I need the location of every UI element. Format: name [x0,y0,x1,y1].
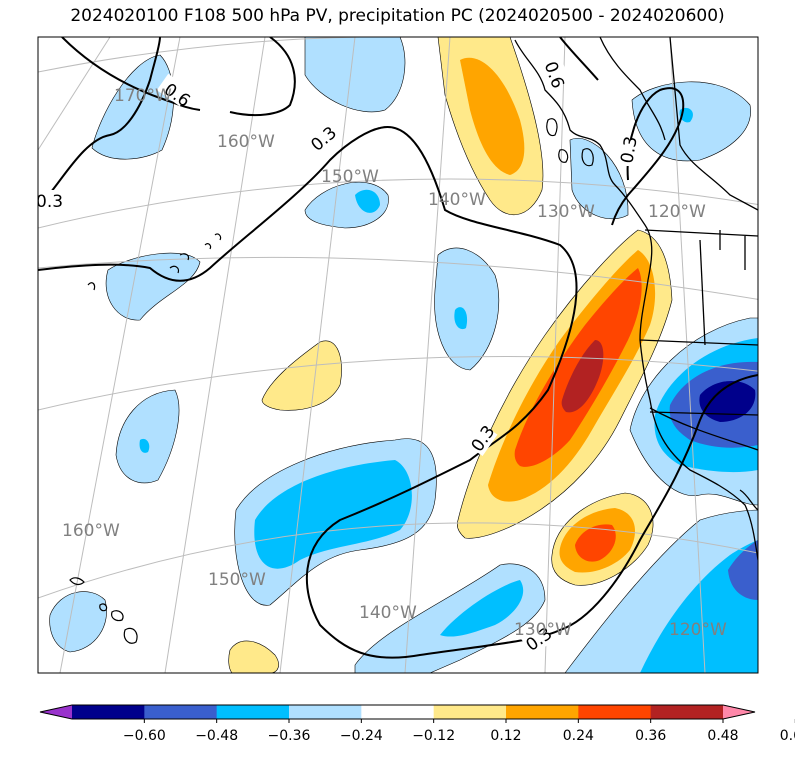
colorbar-cell [650,705,724,719]
pv-contour [61,37,201,111]
lon-label: 160°W [217,132,275,152]
lon-label: 150°W [208,570,266,590]
colorbar-tick-label: 0.24 [563,728,594,744]
colorbar-cell [578,705,652,719]
pos-region [575,524,616,562]
map-frame [37,36,759,674]
colorbar-tick-label: 0.36 [635,728,666,744]
neg-region [304,37,406,113]
lon-label: 160°W [62,521,120,541]
colorbar-cell [289,705,362,719]
pv-contour [229,37,296,117]
pv-contour [611,87,685,226]
colorbar-ticks: −0.60 −0.48 −0.36 −0.24 −0.12 0.12 0.24 0.36 0.4… [123,719,795,744]
lon-label: 130°W [514,620,572,640]
map-panel: 0.6 0.3 0.3 0.6 0.3 0.3 0.3 170°W 160°W … [36,37,758,673]
contour-label-masks [38,57,637,656]
lon-label: 140°W [428,190,486,210]
colorbar-outline [39,704,756,720]
colorbar-tick-label: 0.60 [780,728,795,744]
pos-region [228,640,279,673]
map-title: 2024020100 F108 500 hPa PV, precipitatio… [70,6,725,26]
pv-contour [38,37,161,206]
colorbar-tick-label: 0.12 [490,728,521,744]
lon-label: 150°W [321,167,379,187]
neg-region [115,389,180,484]
colorbar: −0.60 −0.48 −0.36 −0.24 −0.12 0.12 0.24 0.36 0.4… [39,704,795,744]
contour-label: 0.3 [617,135,641,165]
lon-label: 130°W [537,202,595,222]
neg-region [139,438,150,453]
neg-region [440,580,524,637]
colorbar-cell [506,705,579,719]
colorbar-extend-max [723,705,755,719]
islands [69,118,594,644]
colorbar-tick-label: −0.36 [268,728,311,744]
neg-region [355,189,380,213]
pv-contours [38,37,758,659]
graticule [38,37,758,673]
neg-region [699,380,756,422]
longitude-labels: 170°W 160°W 150°W 140°W 130°W 120°W 160°… [62,86,727,640]
colorbar-cell [144,705,218,719]
lon-label: 170°W [114,86,172,106]
lon-label: 120°W [669,620,727,640]
pv-contour [559,37,599,81]
colorbar-cell [433,705,507,719]
neg-region [569,138,629,220]
pos-region [460,57,525,175]
colorbar-extend-min [40,705,72,719]
colorbar-tick-label: 0.48 [707,728,738,744]
contour-label: 0.3 [36,192,63,212]
colorbar-tick-label: −0.24 [340,728,383,744]
colorbar-cell [216,705,290,719]
pv-contour [38,125,758,659]
neg-region [254,460,412,569]
neg-region [434,247,500,371]
colorbar-tick-label: −0.48 [195,728,238,744]
pos-region [261,340,342,411]
colorbar-cells [39,704,756,720]
colorbar-tick-label: −0.12 [412,728,455,744]
lon-label: 120°W [648,202,706,222]
colorbar-cell [361,705,435,719]
neg-region [454,307,468,330]
colorbar-tick-label: −0.60 [123,728,166,744]
neg-region [728,540,758,600]
neg-region [631,81,751,162]
coastlines [514,37,758,561]
lon-label: 140°W [359,603,417,623]
precipitation-shading [49,37,758,673]
colorbar-cell [72,705,145,719]
